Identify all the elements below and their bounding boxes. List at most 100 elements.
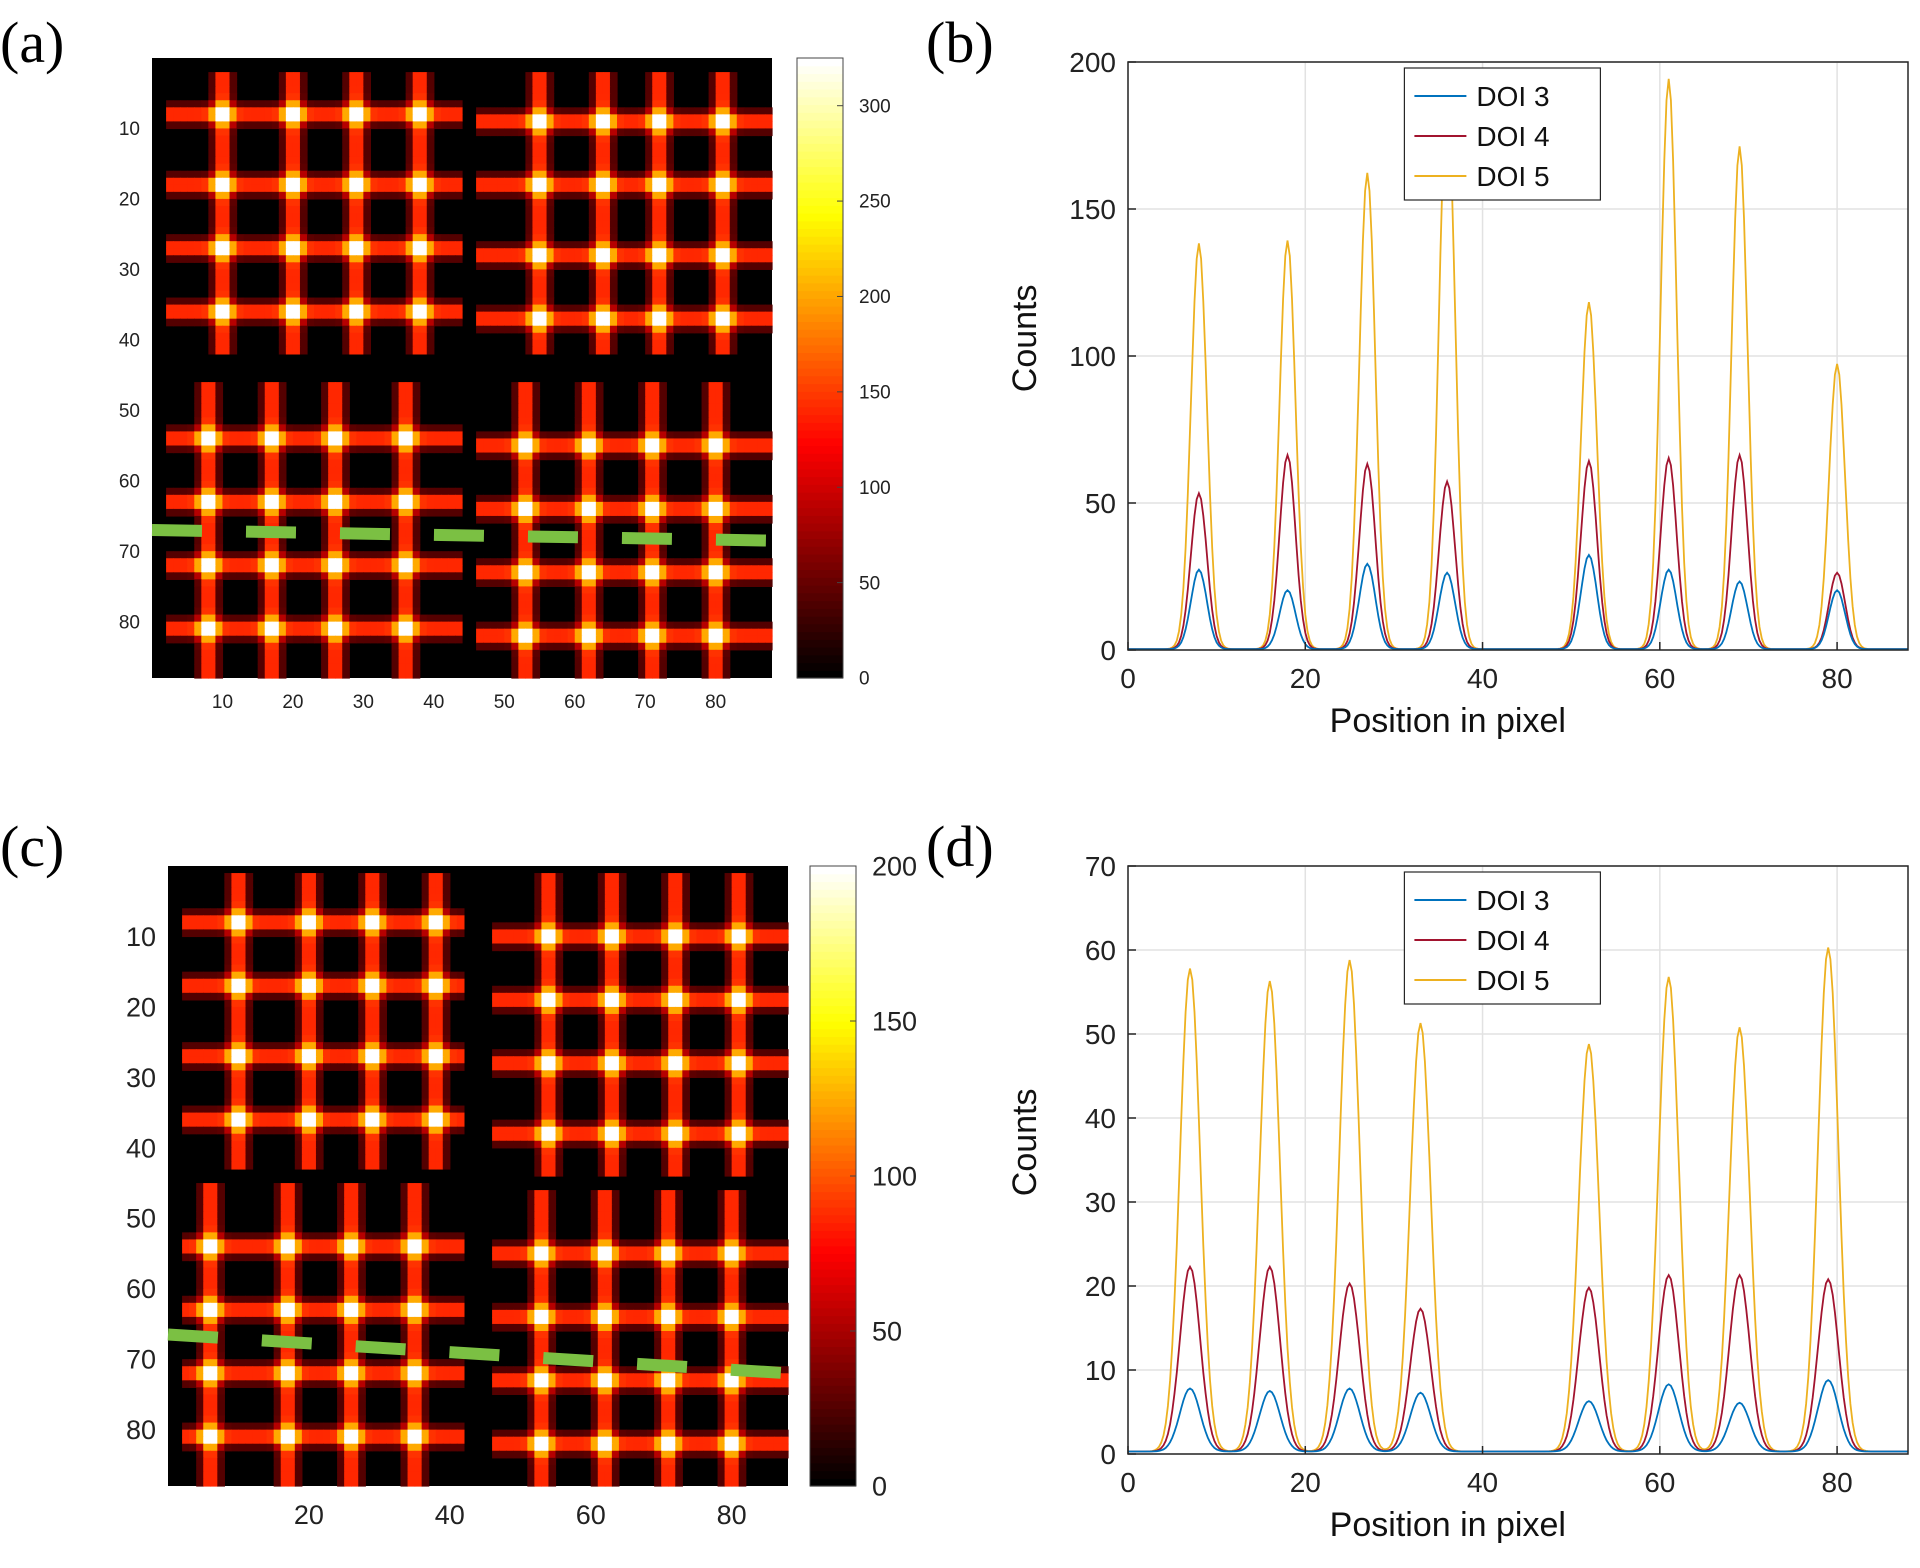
heatmap-cell [454,508,463,517]
heatmap-cell [708,276,717,285]
heatmap-cell [264,170,273,179]
heatmap-cell [215,473,224,482]
heatmap-cell [525,508,534,517]
heatmap-cell [426,156,435,165]
heatmap-cell [229,325,238,334]
heatmap-cell [511,177,519,186]
heatmap-cell [351,929,359,938]
heatmap-cell [419,621,428,630]
heatmap-cell [194,621,202,630]
heatmap-cell [405,389,414,397]
heatmap-cell [208,579,217,588]
heatmap-cell [617,621,625,630]
heatmap-cell [278,128,287,137]
heatmap-cell [715,431,724,440]
heatmap-cell [321,523,329,531]
heatmap-cell [456,922,465,931]
heatmap-cell [715,290,724,299]
heatmap-cell [645,332,653,341]
heatmap-cell [722,621,731,630]
heatmap-cell [250,565,259,573]
heatmap-cell [215,544,224,552]
heatmap-cell [335,487,343,496]
x-tick-label: 60 [564,692,585,713]
heatmap-cell [525,220,534,228]
heatmap-cell [215,156,224,165]
heatmap-cell [384,565,393,573]
colorbar-segment [797,600,843,609]
heatmap-cell [166,438,174,447]
heatmap-cell [173,501,181,510]
heatmap-cell [525,403,534,411]
heatmap-cell [581,177,590,186]
heatmap-cell [618,887,627,895]
heatmap-cell [708,269,717,278]
heatmap-cell [483,501,491,510]
heatmap-cell [363,438,372,447]
heatmap-cell [315,901,324,909]
heatmap-cell [201,614,209,623]
x-tick-label: 40 [423,692,444,713]
heatmap-cell [349,621,357,630]
heatmap-cell [624,318,632,327]
heatmap-cell [180,170,188,179]
heatmap-cell [356,283,364,292]
heatmap-cell [245,880,254,888]
heatmap-cell [581,600,590,609]
heatmap-cell [645,241,653,249]
heatmap-cell [194,382,202,390]
heatmap-cell [278,241,287,249]
heatmap-cell [532,466,541,475]
heatmap-cell [497,558,505,566]
heatmap-cell [546,177,555,186]
heatmap-cell [412,607,421,616]
heatmap-cell [335,184,343,193]
heatmap-cell [624,177,632,186]
heatmap-cell [583,922,592,931]
heatmap-cell [405,438,414,447]
heatmap-cell [602,579,611,588]
heatmap-cell [208,389,217,397]
heatmap-cell [229,72,238,80]
heatmap-cell [539,248,548,256]
heatmap-cell [581,579,590,588]
heatmap-cell [675,873,683,881]
heatmap-cell [525,635,534,644]
heatmap-cell [264,614,273,623]
heatmap-cell [708,494,717,503]
heatmap-cell [511,508,519,517]
heatmap-cell [187,551,195,559]
heatmap-cell [597,908,606,916]
heatmap-cell [602,255,611,263]
heatmap-cell [532,339,541,348]
heatmap-cell [617,642,625,651]
heatmap-cell [292,255,301,263]
heatmap-cell [708,191,717,200]
heatmap-cell [349,304,357,313]
heatmap-cell [370,241,379,249]
colorbar-segment [797,546,843,555]
heatmap-cell [560,621,569,630]
heatmap-cell [525,501,534,510]
heatmap-cell [356,325,364,334]
heatmap-cell [609,107,618,115]
y-tick-label: 150 [1069,194,1116,225]
heatmap-cell [335,480,343,489]
heatmap-cell [722,635,731,644]
heatmap-cell [518,642,527,651]
heatmap-cell [412,445,421,454]
heatmap-cell [743,184,752,193]
heatmap-cell [440,565,449,573]
heatmap-cell [567,635,576,644]
heatmap-cell [299,339,308,348]
heatmap-cell [278,480,287,489]
heatmap-cell [335,177,343,186]
heatmap-cell [384,558,393,566]
heatmap-cell [229,438,238,447]
heatmap-cell [321,410,329,418]
heatmap-cell [419,128,428,137]
heatmap-cell [447,170,456,179]
heatmap-cell [342,600,350,609]
heatmap-cell [173,487,181,496]
heatmap-cell [426,332,435,341]
